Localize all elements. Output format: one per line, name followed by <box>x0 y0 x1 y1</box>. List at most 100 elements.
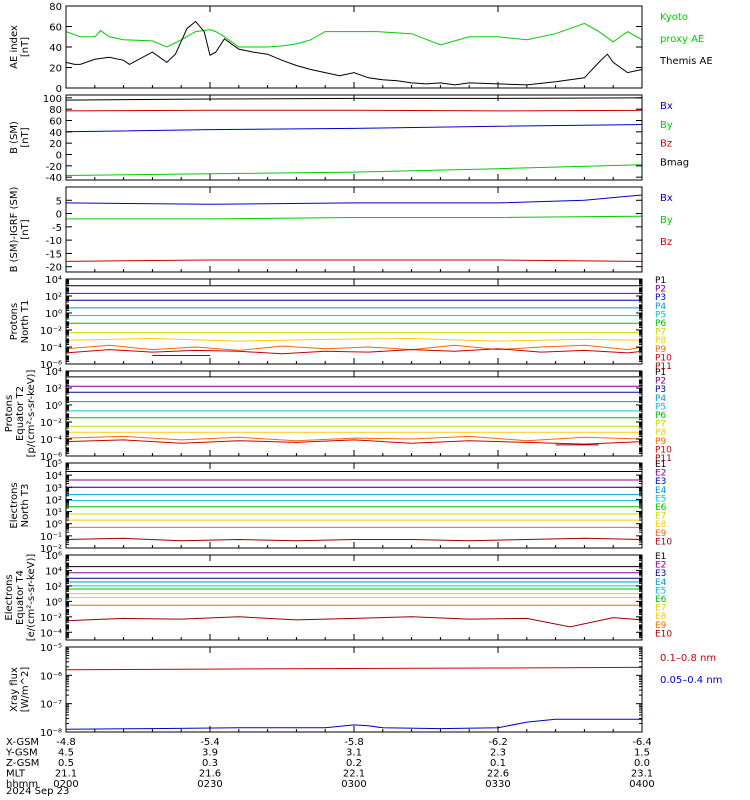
y-tick-label: 10⁴ <box>45 367 62 378</box>
aux-row-value: -4.8 <box>56 737 76 748</box>
legend-label: E3 <box>655 569 666 579</box>
y-tick-label: 40 <box>49 43 62 54</box>
y-tick-label: 80 <box>49 105 62 116</box>
legend-label: P5 <box>655 310 666 320</box>
series-bsm-by <box>65 164 643 176</box>
y-tick-label: 10⁻⁴ <box>40 435 62 446</box>
aux-row-value: 2.3 <box>490 748 506 759</box>
y-axis-label: Xray flux <box>9 667 20 712</box>
y-tick-label: 10² <box>45 582 62 593</box>
y-tick-label: 10⁴ <box>45 275 62 286</box>
aux-row-value: 3.9 <box>202 748 218 759</box>
series-xray-0-05-0-4-nm <box>65 718 642 730</box>
series-ae-kyoto <box>65 22 643 48</box>
y-tick-label: 20 <box>49 64 62 75</box>
legend-label: Bz <box>660 139 672 150</box>
series-bsm-bx <box>65 124 643 133</box>
y-tick-label: 10⁶ <box>45 551 62 562</box>
panel-xray: 10⁻⁸ 10⁻⁷ 10⁻⁶ 10⁻⁵ Xray flux [W/m^2] 0.1–0.8 … <box>9 643 722 739</box>
legend-label: P5 <box>655 402 666 412</box>
y-tick-label: 10⁻² <box>40 418 62 429</box>
y-tick-label: 10⁻⁶ <box>40 360 62 371</box>
y-axis-label: [e/(cm²-s-sr-keV)] <box>26 554 37 642</box>
legend-label: E8 <box>655 612 667 622</box>
legend-label: E1 <box>655 552 666 562</box>
legend-label: E10 <box>655 537 672 547</box>
legend-label: E10 <box>655 629 672 639</box>
panel-frame <box>65 5 643 89</box>
aux-row-value: 0330 <box>485 779 510 790</box>
y-tick-label: 10⁻² <box>40 544 62 555</box>
aux-row-label: MLT <box>6 769 26 780</box>
legend-label: P6 <box>655 411 666 421</box>
aux-row-value: 0.2 <box>346 758 362 769</box>
legend-label: P9 <box>655 437 666 447</box>
legend-label: 0.05–0.4 nm <box>660 675 722 686</box>
legend-label: P1 <box>655 276 666 286</box>
y-tick-label: -20 <box>46 263 62 274</box>
aux-row-value: 21.1 <box>55 769 77 780</box>
y-axis-label: Equator T4 <box>15 570 26 625</box>
y-tick-label: -10 <box>46 236 62 247</box>
legend-label: E2 <box>655 469 666 479</box>
y-axis-label: Electrons <box>9 482 20 528</box>
aux-row-value: 0300 <box>341 779 366 790</box>
series-bigrf-bz <box>65 259 643 262</box>
legend-label: P9 <box>655 345 666 355</box>
y-axis-label: AE index <box>9 25 20 69</box>
y-axis-label: [nT] <box>20 127 31 147</box>
panel-ae: 0 20 40 60 80 AE index [nT] Kyoto proxy AE Themis… <box>9 2 713 95</box>
y-tick-label: 10⁻⁸ <box>40 728 62 739</box>
aux-row-label: Z-GSM <box>6 758 39 769</box>
y-tick-label: -20 <box>46 162 62 173</box>
legend-label: P7 <box>655 420 666 430</box>
y-tick-label: 0 <box>56 151 62 162</box>
y-tick-label: 60 <box>49 117 62 128</box>
legend-label: E7 <box>655 512 666 522</box>
y-tick-label: -5 <box>52 223 62 234</box>
aux-row-value: 0200 <box>53 779 78 790</box>
y-tick-label: 10⁵ <box>45 459 62 470</box>
y-tick-label: 40 <box>49 128 62 139</box>
legend-label: By <box>660 120 673 131</box>
aux-row-value: -6.4 <box>632 737 652 748</box>
series-en-e10 <box>65 537 643 542</box>
y-tick-label: 10⁰ <box>45 520 62 531</box>
y-tick-label: 10⁻⁴ <box>40 628 62 639</box>
series-bigrf-bx <box>65 194 643 205</box>
y-axis-label: North T1 <box>20 300 31 344</box>
legend-label: P3 <box>655 293 666 303</box>
y-axis-label: [nT] <box>20 219 31 239</box>
y-tick-label: 5 <box>56 196 62 207</box>
aux-row-value: 4.5 <box>58 748 74 759</box>
panel-pe: 10⁻⁶ 10⁻⁴ 10⁻² 10⁰ 10² 10⁴ Protons Equator T2 [p… <box>4 367 672 464</box>
legend-label: P3 <box>655 385 666 395</box>
y-tick-label: 10⁻⁷ <box>40 700 62 711</box>
y-tick-label: -15 <box>46 249 62 260</box>
legend-label: P4 <box>655 394 666 404</box>
y-tick-label: 10² <box>45 292 62 303</box>
aux-row-value: 0.3 <box>202 758 218 769</box>
series-bigrf-by <box>66 215 643 220</box>
aux-row-value: 22.6 <box>487 769 509 780</box>
legend-label: P10 <box>655 353 672 363</box>
series-ae-themis-ae <box>65 20 643 86</box>
aux-row-value: -5.4 <box>200 737 220 748</box>
legend-label: Themis AE <box>659 56 713 67</box>
aux-row-value: 23.1 <box>631 769 653 780</box>
y-tick-label: 10⁻² <box>40 326 62 337</box>
aux-row-value: 0.1 <box>490 758 506 769</box>
legend-label: P1 <box>655 368 666 378</box>
series-pe-p9 <box>65 435 643 442</box>
aux-row-label: hhmm <box>6 779 38 790</box>
y-axis-label: [W/m^2] <box>20 667 31 713</box>
legend-label: E7 <box>655 604 666 614</box>
y-tick-label: 20 <box>49 139 62 150</box>
legend-label: P2 <box>655 377 666 387</box>
series-bsm-bz <box>65 109 643 112</box>
y-tick-label: 100 <box>43 94 62 105</box>
y-axis-label: Equator T2 <box>15 386 26 441</box>
legend-label: E3 <box>655 477 666 487</box>
